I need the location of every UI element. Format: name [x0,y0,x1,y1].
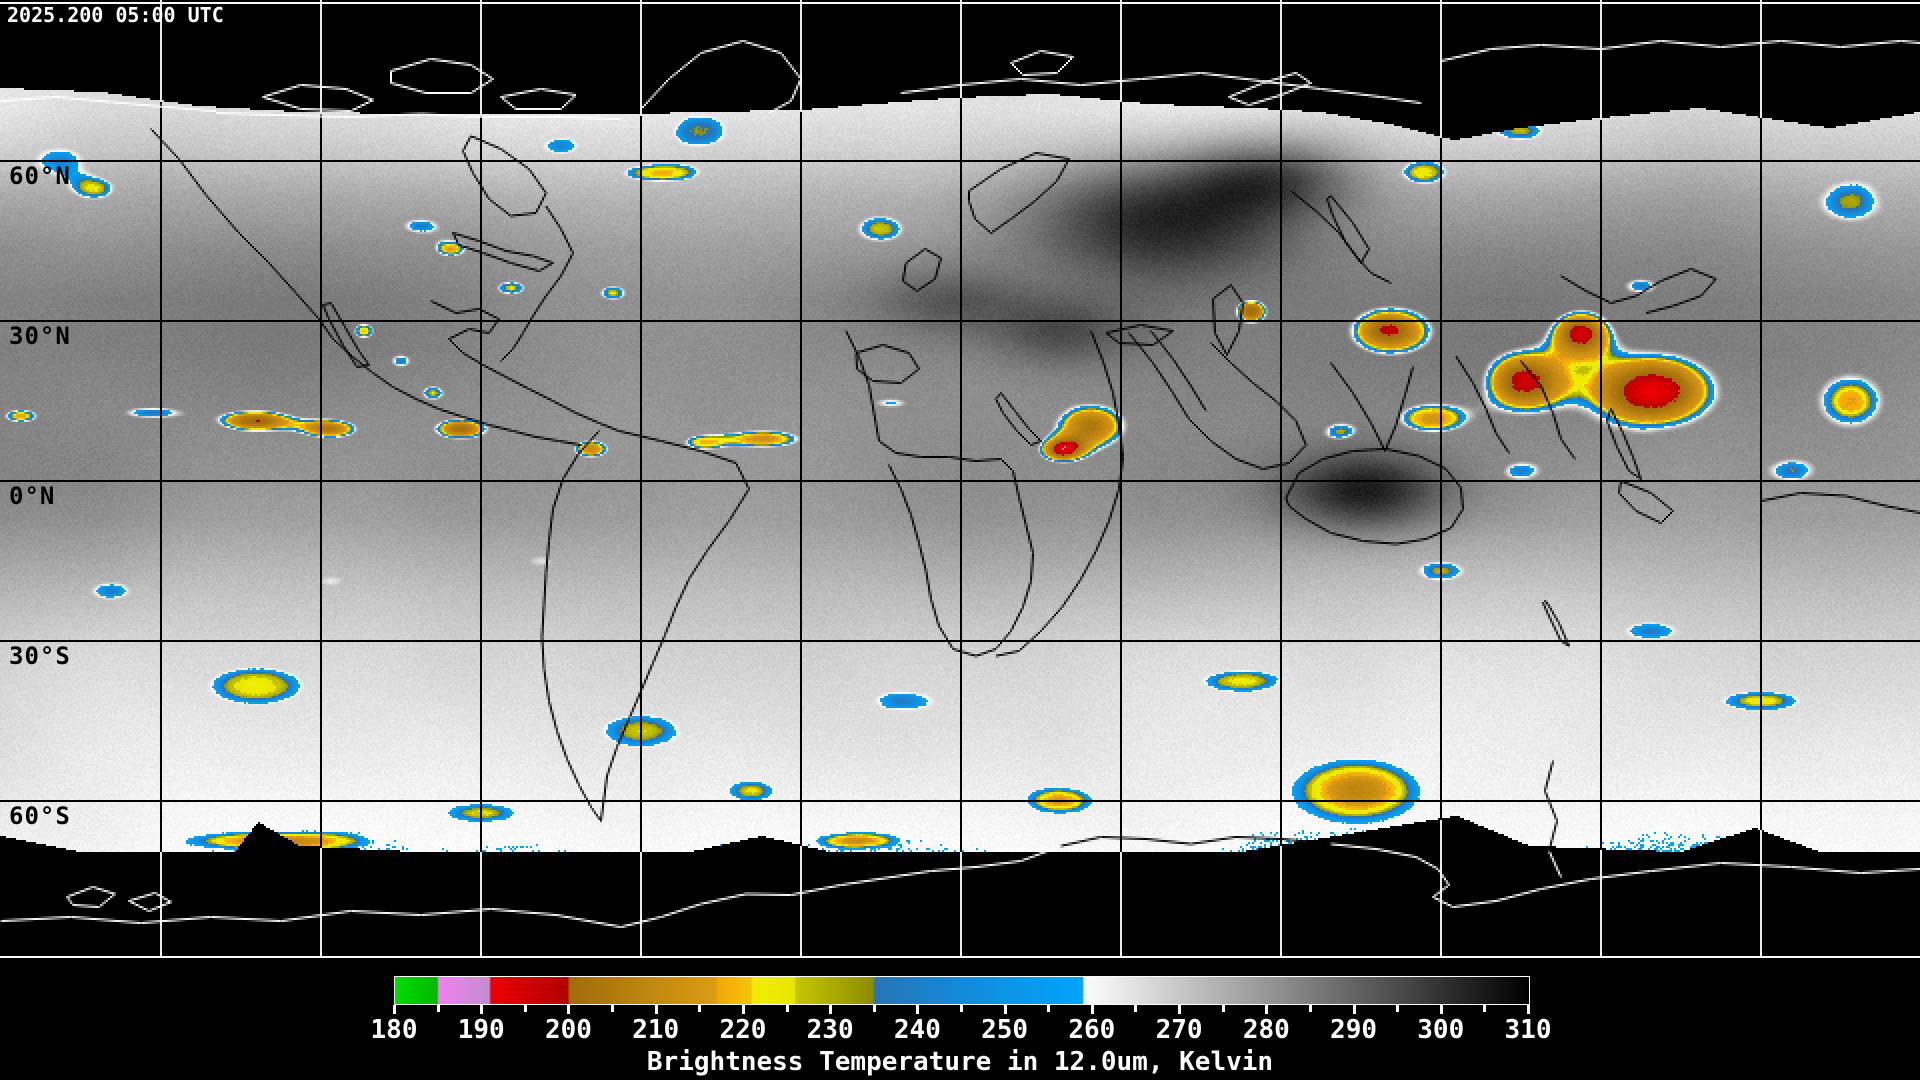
colorbar-tick-180 [393,1005,396,1014]
colorbar-label-260: 260 [1068,1015,1116,1045]
timestamp-label: 2025.200 05:00 UTC [7,3,224,27]
lat-label-60N: 60°N [9,162,71,190]
colorbar-tick-270 [1178,1005,1182,1014]
colorbar-tick-250 [1003,1005,1007,1014]
colorbar-label-220: 220 [719,1015,767,1045]
colorbar-label-310: 310 [1504,1015,1552,1045]
lat-label-30N: 30°N [9,322,71,350]
colorbar-tick-205 [611,1005,615,1012]
colorbar-tick-255 [1047,1005,1051,1012]
colorbar-tick-285 [1308,1005,1312,1012]
colorbar-tick-200 [567,1005,571,1014]
colorbar-tick-300 [1439,1005,1443,1014]
colorbar-label-280: 280 [1242,1015,1290,1045]
colorbar-tick-275 [1221,1005,1225,1012]
colorbar-label-210: 210 [632,1015,680,1045]
colorbar-label-230: 230 [806,1015,854,1045]
colorbar-title: Brightness Temperature in 12.0um, Kelvin [646,1047,1274,1077]
colorbar-tick-235 [872,1005,876,1012]
colorbar-label-200: 200 [544,1015,592,1045]
colorbar-gradient [394,976,1530,1005]
colorbar-tick-295 [1396,1005,1400,1012]
colorbar-tick-210 [654,1005,658,1014]
colorbar-tick-245 [960,1005,963,1012]
colorbar-tick-220 [741,1005,745,1014]
colorbar-label-290: 290 [1330,1015,1378,1045]
lat-label-30S: 30°S [9,642,71,670]
satellite-map-canvas [0,0,1920,958]
colorbar-tick-230 [829,1005,833,1014]
colorbar-label-250: 250 [981,1015,1029,1045]
colorbar-tick-185 [436,1005,440,1012]
colorbar-tick-280 [1265,1005,1269,1014]
colorbar-label-300: 300 [1417,1015,1465,1045]
colorbar-tick-265 [1134,1005,1138,1012]
colorbar-tick-260 [1090,1005,1094,1014]
colorbar-label-240: 240 [893,1015,941,1045]
colorbar-tick-290 [1352,1005,1356,1014]
lat-label-60S: 60°S [9,802,71,830]
colorbar-label-190: 190 [457,1015,505,1045]
colorbar-tick-190 [480,1005,484,1014]
colorbar-tick-225 [785,1005,789,1012]
colorbar-tick-195 [523,1005,527,1012]
colorbar-label-270: 270 [1155,1015,1203,1045]
colorbar-tick-310 [1527,1005,1530,1014]
lat-label-0N: 0°N [9,482,56,510]
colorbar-tick-240 [916,1005,920,1014]
colorbar-tick-215 [698,1005,702,1012]
colorbar-tick-305 [1483,1005,1487,1012]
colorbar-label-180: 180 [370,1015,418,1045]
